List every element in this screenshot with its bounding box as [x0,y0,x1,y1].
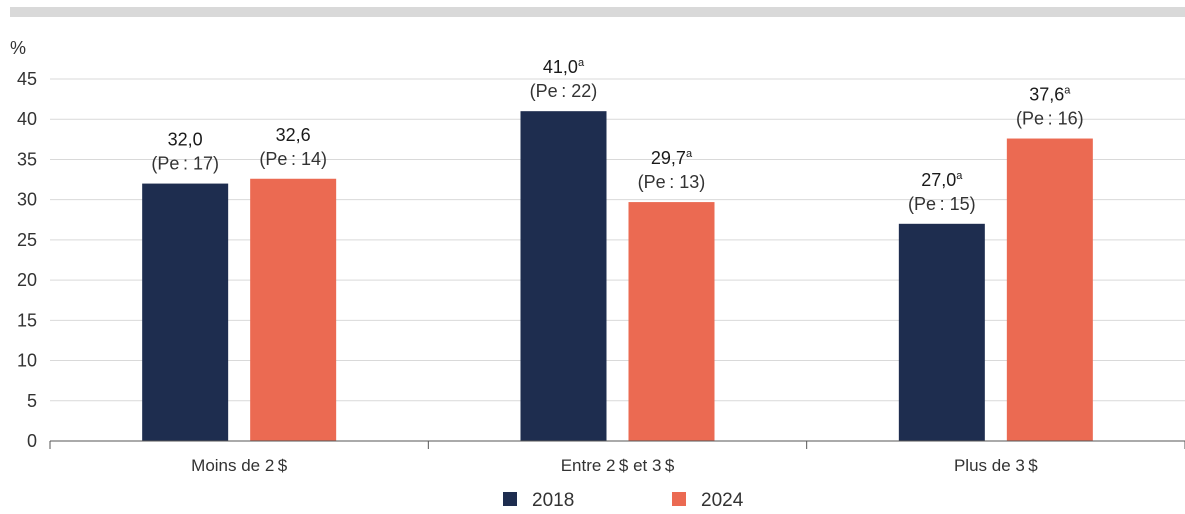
y-tick-label: 0 [27,431,37,451]
bar-2018-2 [520,111,607,441]
y-tick-label: 40 [17,109,37,129]
y-tick-label: 25 [17,230,37,250]
bar-2018-1 [142,183,229,442]
legend-swatch-2018 [503,492,517,506]
legend-label-2018: 2018 [532,490,574,511]
gridlines [50,78,1185,402]
value-label: 41,0a [543,57,585,77]
legend-swatch-2024 [672,492,686,506]
sample-size-label: (Pe : 16) [1016,109,1084,129]
top-decorative-bar [10,7,1185,17]
value-labels: 32,0 (Pe : 17) 41,0a (Pe : 22) 27,0a (Pe : 15… [151,57,1083,214]
y-tick-label: 35 [17,149,37,169]
value-label: 27,0a [921,170,963,190]
y-tick-label: 10 [17,351,37,371]
y-tick-label: 5 [27,391,37,411]
y-axis-ticks: 0 5 10 15 20 25 30 35 40 45 [17,69,37,451]
x-category-label: Entre 2 $ et 3 $ [561,456,675,475]
x-axis: Moins de 2 $ Entre 2 $ et 3 $ Plus de 3 $ [49,440,1185,475]
sample-size-label: (Pe : 22) [530,81,598,101]
y-axis-unit-label: % [10,38,26,58]
y-tick-label: 45 [17,69,37,89]
y-tick-label: 15 [17,310,37,330]
x-category-label: Plus de 3 $ [954,456,1038,475]
sample-size-label: (Pe : 13) [638,172,706,192]
bar-2024-3 [1006,138,1093,442]
y-tick-label: 20 [17,270,37,290]
bar-2018-3 [898,223,985,441]
sample-size-label: (Pe : 14) [259,149,327,169]
legend-label-2024: 2024 [701,490,744,511]
legend: 2018 2024 [503,490,744,511]
value-label: 32,6 [276,125,311,145]
value-label: 29,7a [651,148,693,168]
sample-size-label: (Pe : 15) [908,194,976,214]
x-category-label: Moins de 2 $ [191,456,288,475]
bar-2024-2 [628,202,715,441]
value-label: 32,0 [168,130,203,150]
y-tick-label: 30 [17,190,37,210]
bar-2024-1 [250,178,337,442]
sample-size-label: (Pe : 17) [151,154,219,174]
bars [142,111,1093,442]
value-label: 37,6a [1029,85,1071,105]
